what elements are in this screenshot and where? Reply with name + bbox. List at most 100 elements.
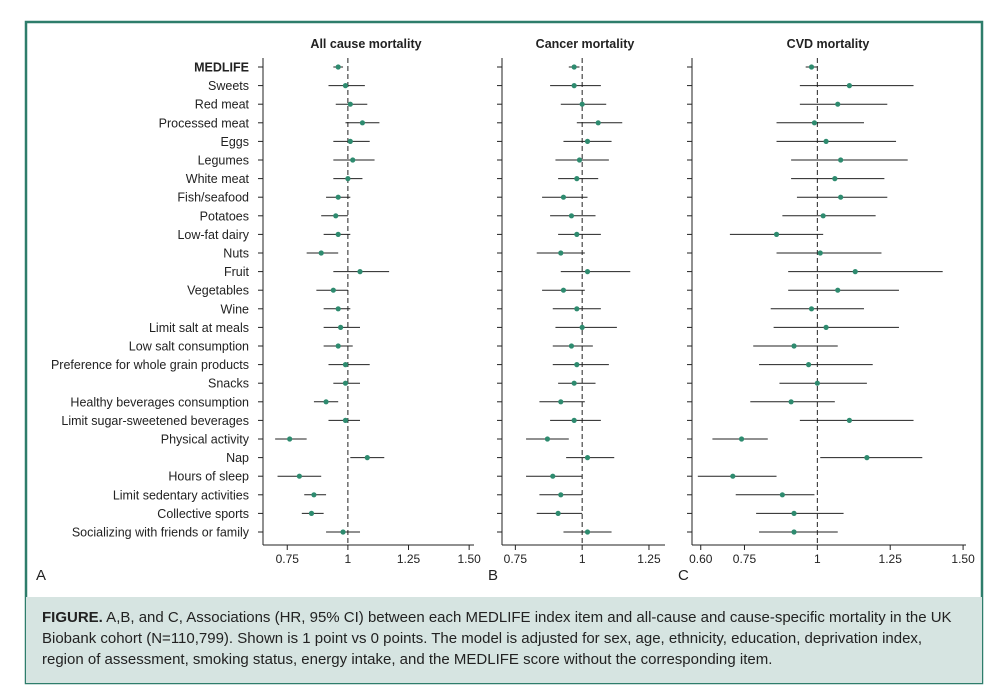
item-label: Potatoes [200, 209, 249, 223]
hr-point [811, 120, 818, 126]
hr-point [852, 269, 858, 275]
hr-point [571, 417, 577, 423]
hr-point [555, 510, 561, 516]
hr-point [846, 417, 853, 423]
caption-text: A,B, and C, Associations (HR, 95% CI) be… [42, 609, 952, 668]
hr-point [342, 83, 349, 89]
hr-point [323, 399, 329, 405]
item-label: Red meat [195, 98, 250, 112]
x-tick-label: 0.60 [689, 552, 713, 566]
hr-point [817, 250, 823, 256]
item-label: Sweets [208, 79, 249, 93]
x-tick-label: 1 [814, 552, 821, 566]
x-tick-label: 0.75 [504, 552, 528, 566]
hr-point [595, 120, 601, 126]
hr-point [820, 213, 826, 219]
item-label: Fruit [224, 265, 250, 279]
hr-point [823, 324, 829, 330]
hr-point [846, 83, 853, 89]
hr-point [779, 492, 785, 498]
hr-point [333, 213, 339, 219]
item-label: Vegetables [187, 284, 249, 298]
panel-label: C [678, 567, 689, 584]
hr-point [788, 399, 794, 405]
item-label: Low-fat dairy [177, 228, 249, 242]
hr-point [335, 231, 341, 237]
hr-point [359, 120, 366, 126]
caption-label: FIGURE. [42, 609, 103, 626]
x-tick-label: 1 [579, 552, 586, 566]
hr-point [835, 101, 841, 107]
hr-point [558, 399, 564, 405]
hr-point [558, 492, 564, 498]
x-tick-label: 0.75 [276, 552, 300, 566]
hr-point [584, 138, 591, 144]
item-label: MEDLIFE [194, 61, 249, 75]
hr-point [571, 83, 577, 89]
hr-point [864, 455, 870, 461]
hr-point [335, 306, 341, 312]
hr-point [544, 436, 551, 442]
hr-point [330, 287, 336, 293]
item-label: Healthy beverages consumption [70, 395, 249, 409]
x-tick-label: 1.25 [637, 552, 661, 566]
item-label: Limit salt at meals [149, 321, 249, 335]
panel-label: B [488, 567, 498, 584]
x-tick-label: 1.50 [457, 552, 481, 566]
forest-panels: All cause mortality 0.75 1 1.25 1.50 A Cancer … [36, 37, 975, 584]
forest-panel: All cause mortality 0.75 1 1.25 1.50 A [36, 37, 481, 584]
hr-point [791, 529, 797, 535]
hr-point [342, 380, 349, 386]
hr-point [574, 362, 580, 368]
forest-panel: CVD mortality 0.60 0.75 1 1.25 1.50 C [678, 37, 975, 584]
hr-point [584, 455, 591, 461]
hr-point [574, 306, 580, 312]
x-tick-label: 1.50 [951, 552, 975, 566]
hr-point [335, 343, 341, 349]
hr-point [347, 138, 353, 144]
item-label: Collective sports [157, 507, 249, 521]
hr-point [560, 194, 567, 200]
hr-point [808, 306, 815, 312]
hr-point [335, 194, 341, 200]
hr-point [791, 343, 797, 349]
hr-point [773, 231, 780, 237]
panel-label: A [36, 567, 46, 584]
item-label: Limit sugar-sweetened beverages [61, 414, 249, 428]
hr-point [584, 269, 591, 275]
item-label: Wine [221, 302, 250, 316]
hr-point [568, 213, 575, 219]
hr-point [823, 138, 829, 144]
item-label: Fish/seafood [177, 191, 249, 205]
forest-panel: Cancer mortality 0.75 1 1.25 B [488, 37, 665, 584]
item-label: Hours of sleep [168, 470, 249, 484]
hr-point [808, 64, 815, 70]
hr-point [560, 287, 567, 293]
item-label: Eggs [221, 135, 250, 149]
hr-point [335, 64, 341, 70]
figure-border [24, 20, 984, 685]
hr-point [574, 176, 580, 182]
hr-point [347, 101, 353, 107]
item-label: Snacks [208, 377, 249, 391]
hr-point [345, 176, 351, 182]
item-label: Legumes [198, 154, 249, 168]
hr-point [576, 157, 583, 163]
hr-point [338, 324, 344, 330]
hr-point [579, 101, 585, 107]
hr-point [340, 529, 346, 535]
item-label: White meat [186, 172, 250, 186]
hr-point [342, 417, 349, 423]
hr-point [814, 380, 820, 386]
hr-point [308, 510, 315, 516]
hr-point [791, 510, 797, 516]
hr-point [357, 269, 363, 275]
hr-point [838, 157, 844, 163]
hr-point [730, 473, 736, 479]
hr-point [832, 176, 838, 182]
hr-point [579, 324, 585, 330]
item-label: Physical activity [161, 433, 250, 447]
hr-point [287, 436, 293, 442]
hr-point [805, 362, 812, 368]
hr-point [584, 529, 591, 535]
